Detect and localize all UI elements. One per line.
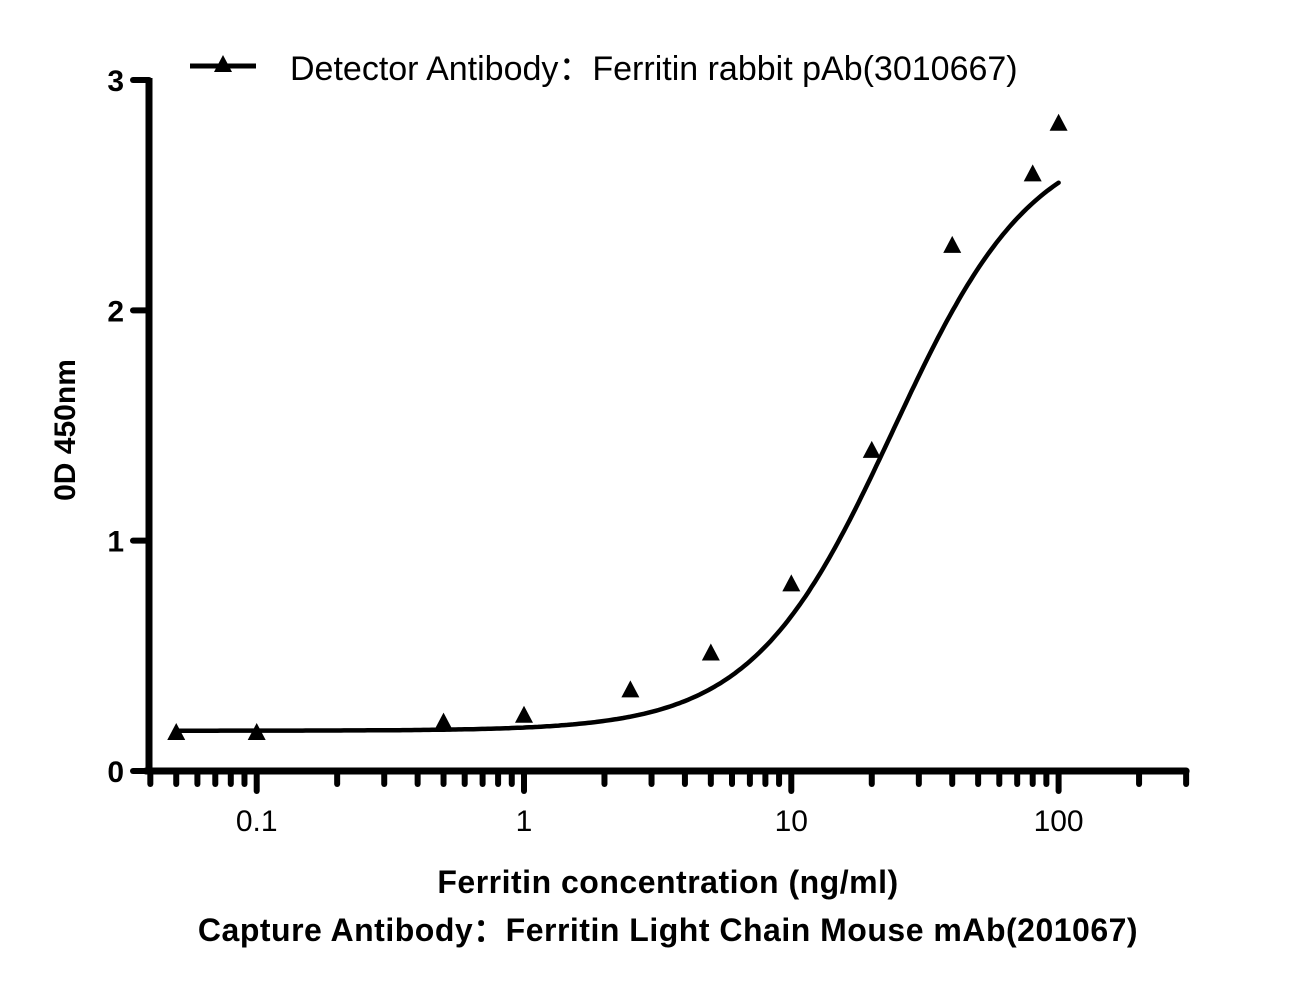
y-tick-label: 2 bbox=[107, 295, 124, 328]
y-axis-label: 0D 450nm bbox=[49, 359, 82, 501]
triangle-marker-icon bbox=[782, 574, 801, 592]
triangle-marker-icon bbox=[943, 235, 962, 253]
triangle-marker-icon bbox=[247, 722, 266, 740]
legend: Detector Antibody：Ferritin rabbit pAb(30… bbox=[190, 50, 1018, 88]
x-tick-label: 10 bbox=[775, 805, 808, 838]
y-tick-label: 0 bbox=[107, 756, 124, 789]
data-markers bbox=[167, 113, 1068, 740]
x-axis: 0.1 1 10 100 bbox=[142, 767, 1190, 838]
triangle-marker-icon bbox=[167, 722, 186, 740]
triangle-marker-icon bbox=[621, 680, 640, 698]
triangle-marker-icon bbox=[434, 712, 453, 730]
x-tick-label: 0.1 bbox=[236, 805, 278, 838]
x-axis-label: Ferritin concentration (ng/ml) bbox=[437, 864, 898, 900]
x-tick-label: 100 bbox=[1034, 805, 1084, 838]
triangle-marker-icon bbox=[1049, 113, 1068, 131]
y-tick-label: 3 bbox=[107, 65, 124, 98]
legend-triangle-marker-icon bbox=[214, 55, 232, 72]
y-tick-label: 1 bbox=[107, 526, 124, 559]
fitted-curve bbox=[173, 180, 1061, 733]
triangle-marker-icon bbox=[862, 440, 881, 458]
legend-label: Detector Antibody：Ferritin rabbit pAb(30… bbox=[290, 50, 1018, 88]
triangle-marker-icon bbox=[1023, 164, 1042, 182]
x-tick-label: 1 bbox=[516, 805, 533, 838]
capture-antibody-caption: Capture Antibody：Ferritin Light Chain Mo… bbox=[198, 912, 1138, 948]
y-axis: 0 1 2 3 bbox=[107, 65, 153, 789]
triangle-marker-icon bbox=[701, 643, 720, 661]
triangle-marker-icon bbox=[515, 705, 533, 723]
